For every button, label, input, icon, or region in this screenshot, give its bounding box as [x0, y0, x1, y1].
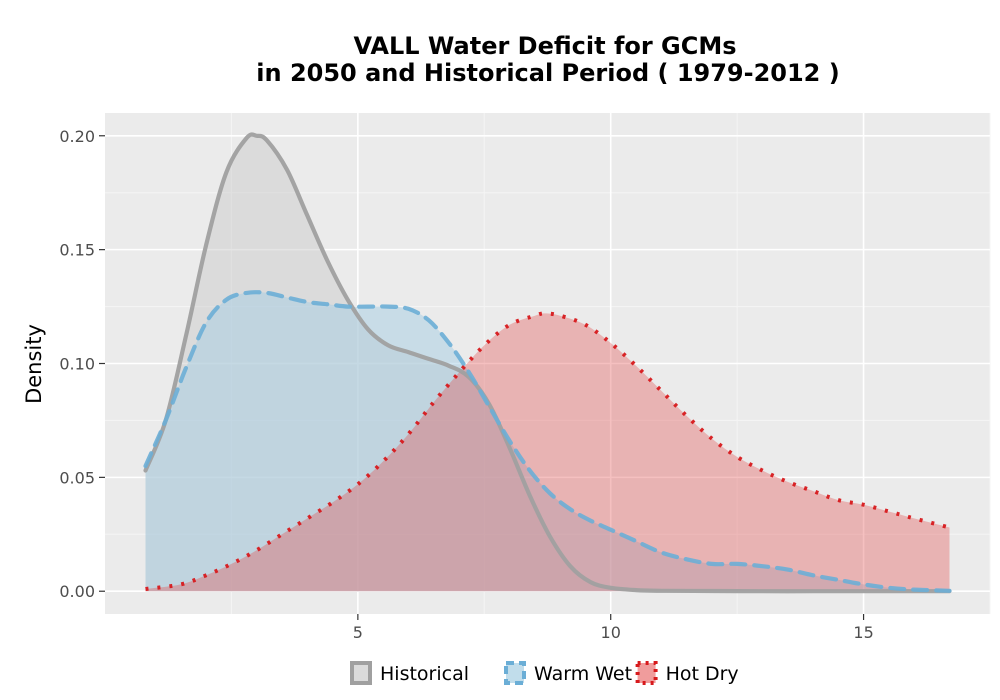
legend: Historical Warm Wet Hot Dry — [350, 661, 739, 685]
legend-item-historical: Historical — [350, 661, 469, 685]
legend-key-fill-historical — [352, 663, 370, 683]
legend-label-hot-dry: Hot Dry — [666, 663, 739, 685]
x-tick-label: 5 — [353, 623, 363, 642]
y-tick-label: 0.10 — [59, 355, 95, 374]
legend-label-historical: Historical — [380, 663, 469, 685]
legend-label-warm-wet: Warm Wet — [534, 663, 632, 685]
legend-item-hot-dry: Hot Dry — [635, 661, 739, 685]
y-axis: 0.00 0.05 0.10 0.15 0.20 — [59, 127, 105, 601]
y-tick-label: 0.15 — [59, 241, 95, 260]
y-tick-label: 0.20 — [59, 127, 95, 146]
legend-key-fill-warm-wet — [506, 663, 524, 683]
density-line-hot-dry — [145, 311, 951, 591]
x-tick-label: 10 — [601, 623, 621, 642]
chart-title-line-1: VALL Water Deficit for GCMs — [353, 32, 736, 60]
density-line-warm-wet — [143, 290, 952, 593]
legend-key-border-hot-dry — [635, 661, 658, 685]
x-tick-label: 15 — [853, 623, 873, 642]
legend-key-border-warm-wet — [504, 661, 526, 685]
density-area-warm-wet — [145, 292, 950, 592]
y-axis-title: Density — [22, 324, 46, 404]
y-tick-label: 0.00 — [59, 582, 95, 601]
density-series — [143, 132, 952, 594]
x-axis: 5 10 15 — [353, 614, 874, 642]
legend-item-warm-wet: Warm Wet — [504, 661, 632, 685]
chart-title-line-2: in 2050 and Historical Period ( 1979-201… — [256, 59, 839, 87]
density-area-hot-dry — [145, 313, 950, 592]
y-tick-label: 0.05 — [59, 468, 95, 487]
legend-key-fill-hot-dry — [637, 663, 656, 683]
density-line-historical — [143, 132, 952, 594]
legend-key-border-historical — [350, 661, 372, 685]
